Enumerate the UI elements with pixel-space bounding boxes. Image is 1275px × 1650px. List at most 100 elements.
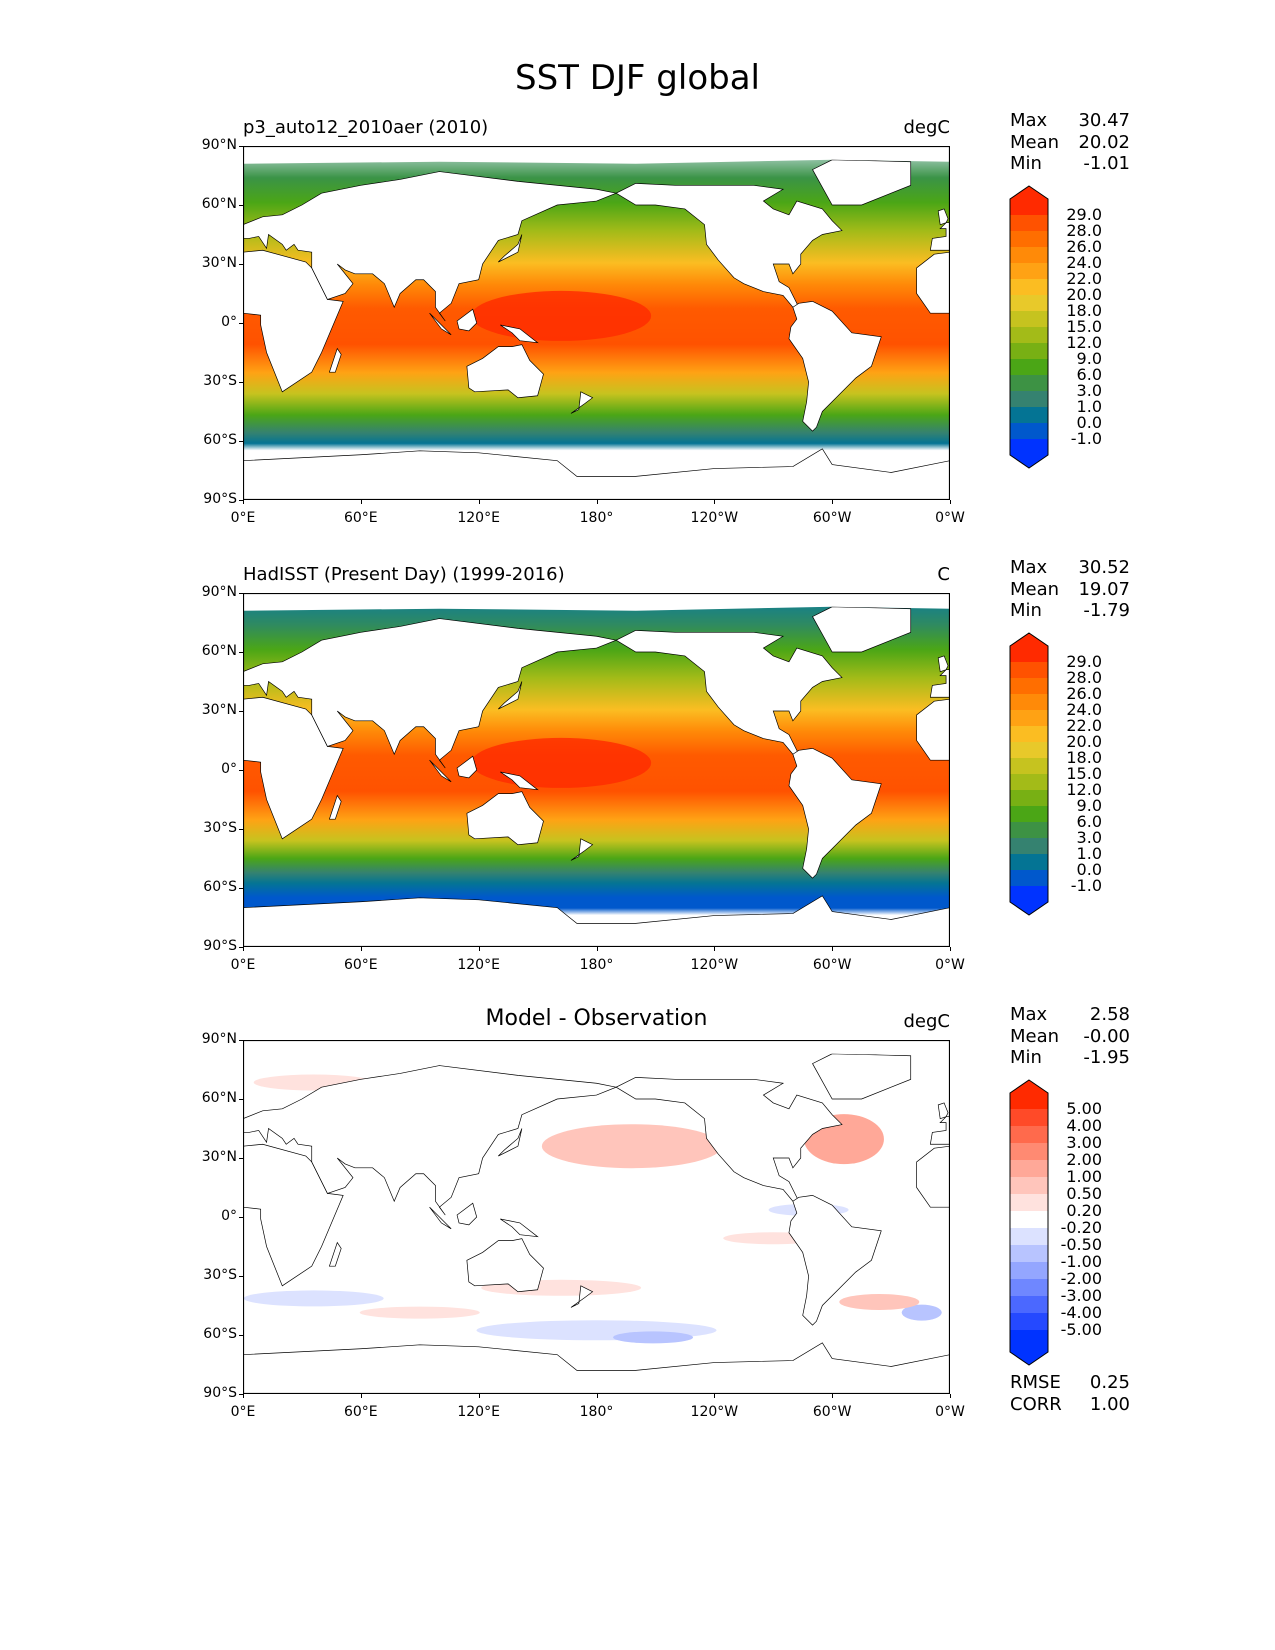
colorbar-segment [1010,186,1048,215]
lat-tick-label: 60°N [201,196,237,212]
stat-row: Max 30.47 [1010,110,1130,132]
colorbar-segment [1010,327,1048,343]
stats-box: Max 30.52 Mean 19.07 Min -1.79 [1010,557,1130,622]
tick-mark [239,1217,243,1218]
colorbar-segment [1010,774,1048,790]
colorbar-tick-label: 9.0 [1076,796,1102,815]
stat-label: Mean [1010,1025,1060,1047]
colorbar-tick-label: 28.0 [1066,221,1102,240]
tick-mark [714,500,716,504]
colorbar-tick-label: 24.0 [1066,253,1102,272]
colorbar-tick-label: 12.0 [1066,333,1102,352]
tick-mark [832,947,834,951]
tick-mark [714,947,716,951]
lon-tick-label: 0°W [935,510,965,526]
tick-mark [478,1394,480,1398]
tick-mark [239,1040,243,1041]
panel-title: p3_auto12_2010aer (2010) [243,117,489,138]
colorbar-tick-label: 0.0 [1076,860,1102,879]
stat-value: 30.52 [1078,557,1130,578]
colorbar-tick-label: 0.0 [1076,413,1102,432]
colorbar-tick-label: 29.0 [1066,652,1102,671]
colorbar-segment [1010,742,1048,758]
tick-mark [239,652,243,653]
colorbar-segment [1010,343,1048,359]
tick-mark [478,947,480,951]
colorbar-outline [1009,632,1049,916]
lat-tick-label: 60°S [203,432,237,448]
units-label: degC [903,117,951,138]
stat-value: 1.00 [1089,1393,1130,1415]
lon-tick-label: 0°E [230,957,256,973]
colorbar-segment [1010,694,1048,710]
lat-tick-label: 90°N [201,584,237,600]
lon-tick-label: 0°E [230,510,256,526]
colorbar-segment [1010,263,1048,279]
tick-mark [950,947,951,951]
figure-title: SST DJF global [514,58,760,98]
colorbar-tick-label: -4.00 [1060,1303,1102,1322]
rmse-corr-box: RMSE 0.25 CORR 1.00 [1010,1372,1130,1415]
stat-row: RMSE 0.25 [1010,1372,1130,1394]
colorbar-tick-label: -0.20 [1060,1218,1102,1237]
stat-row: Min -1.01 [1010,153,1130,175]
lat-tick-label: 30°N [201,702,237,718]
plot-frame [243,1040,950,1394]
colorbar-segment [1010,439,1048,468]
colorbar-segment [1010,838,1048,854]
tick-mark [239,500,243,501]
colorbar-outline [1009,185,1049,469]
colorbar-tick-label: -2.00 [1060,1269,1102,1288]
colorbar-tick-label: 15.0 [1066,317,1102,336]
colorbar-tick-label: 28.0 [1066,668,1102,687]
colorbar-tick-label: 2.00 [1066,1150,1102,1169]
tick-mark [239,770,243,771]
lat-tick-label: 60°S [203,879,237,895]
colorbar-segment [1010,1211,1048,1228]
colorbar-segment [1010,886,1048,915]
colorbar-tick-label: 3.0 [1076,828,1102,847]
tick-mark [832,500,834,504]
stat-row: Mean -0.00 [1010,1026,1130,1048]
stat-row: Mean 20.02 [1010,132,1130,154]
colorbar [1009,1079,1049,1366]
colorbar-tick-label: 1.0 [1076,844,1102,863]
lat-tick-label: 60°S [203,1326,237,1342]
stat-row: Mean 19.07 [1010,579,1130,601]
colorbar-segment [1010,726,1048,742]
units-label: degC [903,1011,951,1032]
colorbar-tick-label: -5.00 [1060,1320,1102,1339]
colorbar-segment [1010,407,1048,423]
tick-mark [239,323,243,324]
lat-tick-label: 90°S [203,491,237,507]
stat-label: Min [1010,153,1042,174]
lat-tick-label: 0° [221,1208,237,1224]
stat-label: RMSE [1010,1372,1061,1393]
colorbar-tick-label: 22.0 [1066,269,1102,288]
lat-tick-label: 30°S [203,1267,237,1283]
colorbar-tick-label: 1.0 [1076,397,1102,416]
tick-mark [239,382,243,383]
colorbar-tick-label: 3.00 [1066,1133,1102,1152]
colorbar-segment [1010,1262,1048,1279]
lon-tick-label: 120°E [457,510,500,526]
anomaly-patch [613,1331,694,1344]
colorbar-tick-label: 6.0 [1076,812,1102,831]
colorbar-tick-label: 0.20 [1066,1201,1102,1220]
colorbar-segment [1010,633,1048,662]
stat-label: Max [1010,557,1048,578]
colorbar-segment [1010,1177,1048,1194]
lon-tick-label: 180° [579,1404,614,1420]
tick-mark [239,441,243,442]
colorbar-segment [1010,1279,1048,1296]
stat-value: 20.02 [1078,131,1130,153]
stat-row: CORR 1.00 [1010,1394,1130,1416]
colorbar-segment [1010,1228,1048,1245]
tick-mark [239,1394,243,1395]
colorbar-segment [1010,870,1048,886]
map-plot [243,1040,950,1394]
tick-mark [239,829,243,830]
colorbar-segment [1010,790,1048,806]
colorbar-segment [1010,758,1048,774]
